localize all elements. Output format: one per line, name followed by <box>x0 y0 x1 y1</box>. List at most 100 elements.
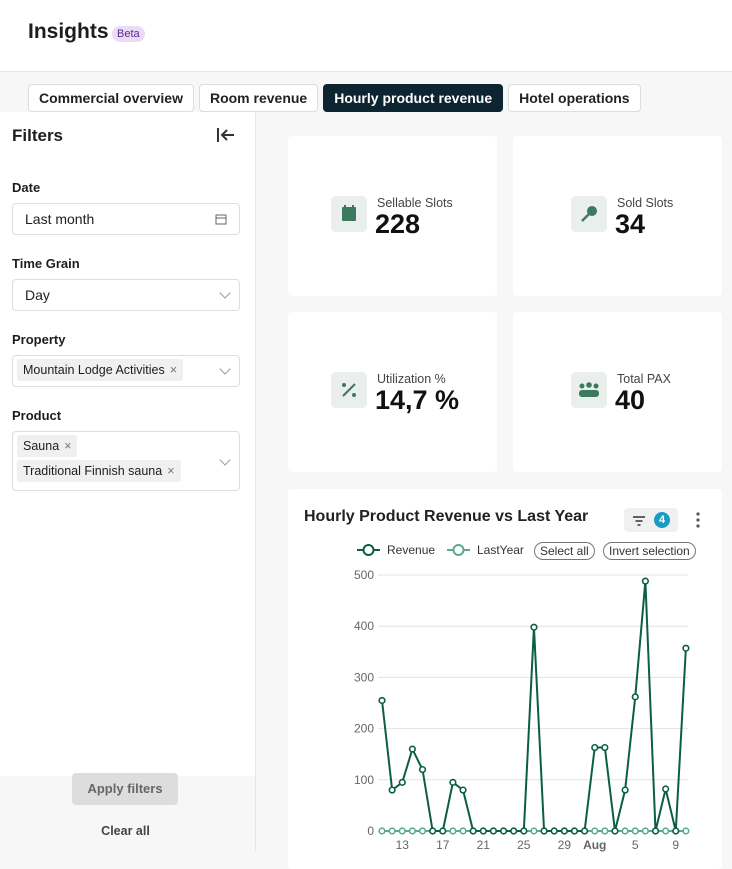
field-value: Day <box>25 287 50 303</box>
data-point <box>510 827 518 835</box>
kpi-card: Utilization % 14,7 % <box>288 312 497 472</box>
x-tick-label: 29 <box>558 838 572 852</box>
chip[interactable]: Sauna <box>17 435 78 457</box>
filter-button[interactable]: 4 <box>624 508 678 532</box>
clear-button[interactable]: Clear all <box>101 824 150 838</box>
field-label: Time Grain <box>12 256 80 271</box>
data-point <box>530 827 538 835</box>
grain-select[interactable]: Day <box>12 279 240 311</box>
data-point <box>398 827 406 835</box>
data-point <box>439 827 447 835</box>
data-point <box>560 827 568 835</box>
data-point <box>672 827 680 835</box>
data-point <box>662 827 670 835</box>
legend-marker <box>362 544 375 556</box>
y-tick-label: 400 <box>354 619 374 633</box>
data-point <box>398 778 406 786</box>
filter-count: 4 <box>654 512 670 528</box>
data-point <box>408 745 416 753</box>
field-value: Last month <box>25 211 95 227</box>
chart-title: Hourly Product Revenue vs Last Year <box>304 508 589 525</box>
data-point <box>388 786 396 794</box>
data-point <box>651 827 660 835</box>
data-point <box>662 785 670 793</box>
y-tick-label: 500 <box>354 568 374 582</box>
data-point <box>601 743 609 752</box>
kpi-card: Sellable Slots 228 <box>288 136 497 296</box>
field-label: Product <box>12 408 62 423</box>
beta-badge: Beta <box>112 26 145 42</box>
x-tick-label: 21 <box>477 838 491 852</box>
data-point <box>641 577 649 585</box>
tab[interactable]: Hotel operations <box>508 84 641 112</box>
kpi-icon <box>331 372 367 408</box>
x-tick-label: Aug <box>583 838 606 852</box>
date-select[interactable]: Last month <box>12 203 240 235</box>
menu-button[interactable] <box>694 511 702 529</box>
data-point <box>530 623 538 631</box>
tab[interactable]: Room revenue <box>198 84 319 112</box>
chart: 0 100 200 300 400 500 13 17 21 25 29 Aug 5 9 Revenue La… <box>354 543 690 852</box>
data-point <box>540 827 548 835</box>
collapse-button[interactable] <box>216 126 236 144</box>
kpi-value: 228 <box>375 209 421 239</box>
tab[interactable]: Commercial overview <box>28 84 194 112</box>
kpi-label: Sellable Slots <box>377 196 453 210</box>
data-point <box>469 827 477 835</box>
legend-marker <box>452 544 465 556</box>
kpi-label: Sold Slots <box>617 196 674 210</box>
header: Insights Beta <box>0 0 732 72</box>
kpi-value: 40 <box>615 385 646 415</box>
filter-icon <box>633 516 645 526</box>
tab-bar: Commercial overview Room revenue Hourly … <box>28 84 641 112</box>
field-label: Property <box>12 332 66 347</box>
data-point <box>611 827 619 835</box>
data-point <box>550 827 558 835</box>
select-all-button[interactable]: Select all <box>534 542 595 560</box>
kpi-label: Total PAX <box>617 372 671 386</box>
data-point <box>459 827 467 835</box>
invert-button[interactable]: Invert selection <box>603 542 696 560</box>
data-point <box>621 786 629 794</box>
tab[interactable]: Hourly product revenue <box>323 84 504 112</box>
x-tick-label: 5 <box>632 838 639 852</box>
data-point <box>408 827 416 835</box>
chart-card: Hourly Product Revenue vs Last Year 4 Se… <box>288 489 722 869</box>
chip[interactable]: Mountain Lodge Activities <box>17 359 184 381</box>
data-point <box>631 693 639 701</box>
apply-button[interactable]: Apply filters <box>72 773 178 805</box>
data-point <box>570 827 579 835</box>
y-tick-label: 300 <box>354 670 374 684</box>
data-point <box>520 827 528 835</box>
x-tick-label: 17 <box>436 838 450 852</box>
data-point <box>429 827 437 835</box>
calendar-icon <box>215 214 227 225</box>
kpi-value: 14,7 % <box>375 385 460 415</box>
data-point <box>378 696 386 705</box>
kpi-icon <box>331 196 367 232</box>
data-point <box>378 827 386 835</box>
data-point <box>489 827 498 835</box>
data-point <box>682 827 690 835</box>
y-tick-label: 0 <box>367 824 374 838</box>
data-point <box>459 786 467 794</box>
data-point <box>621 827 629 835</box>
property-select[interactable]: Mountain Lodge Activities <box>12 355 240 387</box>
y-tick-label: 200 <box>354 722 374 736</box>
product-select[interactable]: Sauna Traditional Finnish sauna <box>12 431 240 491</box>
y-tick-label: 100 <box>354 773 374 787</box>
x-tick-label: 13 <box>396 838 410 852</box>
chip[interactable]: Traditional Finnish sauna <box>17 460 181 482</box>
series-line <box>381 581 687 832</box>
app-title: Insights <box>28 20 109 43</box>
kpi-value: 34 <box>615 209 646 239</box>
kpi-card: Sold Slots 34 <box>513 136 722 296</box>
legend-label: Revenue <box>387 543 435 557</box>
data-point <box>449 827 457 835</box>
legend-item[interactable]: Revenue <box>357 543 435 557</box>
data-point <box>479 827 487 835</box>
legend-item[interactable]: LastYear <box>447 543 524 557</box>
data-point <box>631 827 639 835</box>
field-label: Date <box>12 180 41 195</box>
